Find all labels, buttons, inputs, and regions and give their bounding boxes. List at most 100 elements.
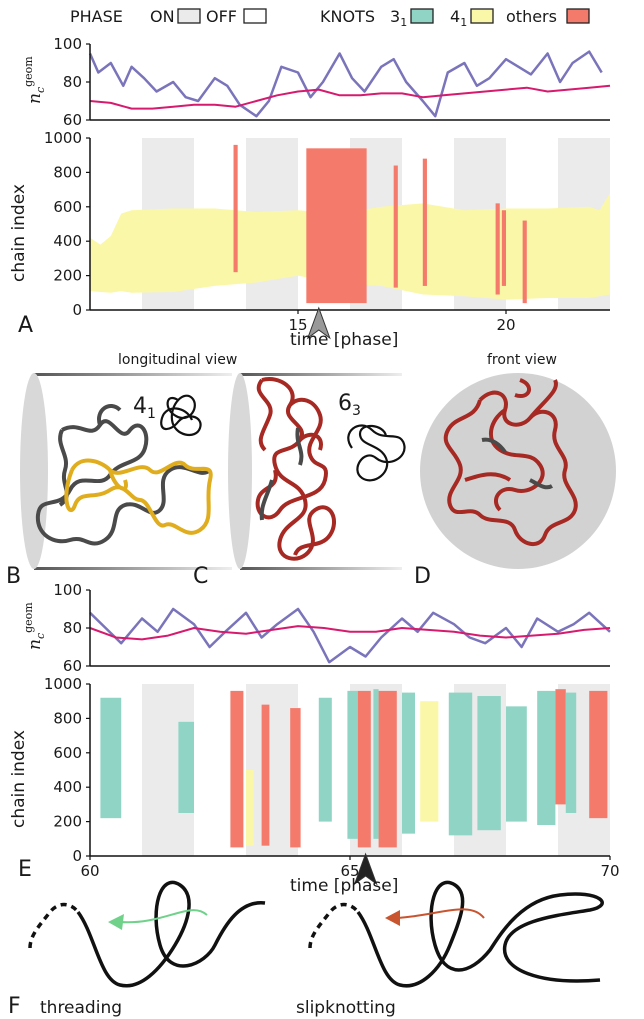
legend-31-label: 31 xyxy=(390,7,407,29)
mechanism-threading: F threading xyxy=(8,880,266,1019)
structure-views: longitudinal view front view 41 B 63 C D xyxy=(6,352,616,589)
cylinder-c-top-edge xyxy=(240,373,402,376)
front-view-label: front view xyxy=(487,352,557,368)
knot-segment-other-4 xyxy=(261,704,270,846)
x-tick-label-15: 15 xyxy=(288,316,307,334)
y-tick-label-800: 800 xyxy=(53,163,82,181)
y-tick-label-600: 600 xyxy=(53,744,82,762)
time-marker-arrow xyxy=(353,852,378,886)
panel-label-a: A xyxy=(18,313,33,338)
y-tick-label-400: 400 xyxy=(53,232,82,250)
chain-d-backbone xyxy=(481,437,553,490)
knot-segment-other-5 xyxy=(501,210,506,286)
time-marker-arrow xyxy=(306,306,331,340)
legend-on-swatch xyxy=(177,8,201,24)
y-tick-label-100: 100 xyxy=(53,581,82,599)
longitudinal-view-label: longitudinal view xyxy=(118,352,237,368)
chain-b-backbone xyxy=(35,404,212,546)
threading-chain xyxy=(76,880,266,988)
y-tick-label-0: 0 xyxy=(72,847,82,865)
x-tick-label-20: 20 xyxy=(496,316,515,334)
knot-segment-other-8 xyxy=(357,690,371,848)
mechanism-slipknotting: slipknotting xyxy=(296,880,604,1018)
legend-31-swatch xyxy=(410,8,434,24)
knot-segment-k31-11 xyxy=(402,692,415,834)
knot-41-diagram xyxy=(160,394,202,437)
slipknot-chain xyxy=(356,880,604,988)
chain-ylabel: chain index xyxy=(9,730,29,828)
knot-63-label: 63 xyxy=(338,391,361,419)
knot-segment-other-6 xyxy=(522,220,527,304)
chain-bottom-chart: 1000 800 600 400 200 060 65 70 chain index xyxy=(9,675,620,886)
knot-segment-k31-1 xyxy=(178,721,194,813)
knot-segment-k31-13 xyxy=(448,692,473,836)
knot-segment-other-2 xyxy=(230,690,244,848)
knot-segment-other-3 xyxy=(422,158,427,286)
y-tick-label-60: 60 xyxy=(63,657,82,675)
cylinder-b-end xyxy=(20,373,48,569)
knot-segment-k31-15 xyxy=(506,706,527,822)
phase-on-band-1 xyxy=(246,684,298,856)
slipknot-arrow xyxy=(397,908,485,919)
legend-on-label: ON xyxy=(150,7,175,26)
knot-41-label: 41 xyxy=(133,394,156,422)
series-trace xyxy=(88,50,603,118)
y-tick-label-1000: 1000 xyxy=(44,129,82,147)
cylinder-b-bottom-edge xyxy=(34,567,232,570)
knot-segment-k31-18 xyxy=(565,692,577,813)
panel-label-b: B xyxy=(6,564,21,589)
legend-off-label: OFF xyxy=(206,7,237,26)
knot-segment-other-2 xyxy=(393,165,398,288)
y-tick-label-200: 200 xyxy=(53,813,82,831)
x-tick-label-60: 60 xyxy=(80,862,99,880)
threading-label: threading xyxy=(40,998,122,1018)
nc-ylabel: ncgeom xyxy=(22,602,47,650)
knot-segment-other-17 xyxy=(555,689,566,805)
cylinder-c xyxy=(228,373,402,570)
y-tick-label-800: 800 xyxy=(53,709,82,727)
y-tick-label-80: 80 xyxy=(63,73,82,91)
knot-segment-k41-12 xyxy=(420,701,439,822)
cylinder-c-bottom-edge xyxy=(240,567,402,570)
slipknotting-label: slipknotting xyxy=(296,998,396,1018)
knot-segment-other-1 xyxy=(306,148,367,304)
x-tick-label-70: 70 xyxy=(600,862,619,880)
knot-segment-k41-3 xyxy=(246,770,254,846)
legend-others-label: others xyxy=(506,7,557,26)
panel-label-d: D xyxy=(414,564,431,589)
x-tick-label-65: 65 xyxy=(340,862,359,880)
legend-knots-label: KNOTS xyxy=(320,7,375,26)
legend-others-swatch xyxy=(566,8,590,24)
knot-segment-k31-0 xyxy=(100,697,122,819)
chain-ylabel: chain index xyxy=(9,184,29,282)
chain-b-knot-41 xyxy=(64,458,213,535)
chain-c-backbone xyxy=(259,427,304,521)
cylinder-b-top-edge xyxy=(34,373,232,376)
xlabel-bottom: time [phase] xyxy=(290,876,398,896)
chain-top-chart: 1000 800 600 400 200 0 15 20 chain index xyxy=(9,129,610,340)
y-tick-label-1000: 1000 xyxy=(44,675,82,693)
y-tick-label-0: 0 xyxy=(72,301,82,319)
threading-arrow xyxy=(119,909,208,924)
series-trace xyxy=(89,607,611,664)
knot-segment-other-5 xyxy=(290,708,301,848)
panel-label-e: E xyxy=(18,857,32,882)
knot-segment-k31-9 xyxy=(373,689,379,839)
cylinder-b xyxy=(20,373,232,570)
knot-segment-other-4 xyxy=(495,203,500,295)
legend-phase-label: PHASE xyxy=(70,7,123,26)
legend-41-swatch xyxy=(470,8,494,24)
y-tick-label-60: 60 xyxy=(63,111,82,129)
knot-segment-k31-16 xyxy=(537,690,556,826)
knot-segment-k31-7 xyxy=(347,690,358,839)
xlabel-top: time [phase] xyxy=(290,330,398,350)
y-tick-label-80: 80 xyxy=(63,619,82,637)
chain-c-knot-63 xyxy=(255,377,336,561)
y-tick-label-200: 200 xyxy=(53,267,82,285)
knot-segment-other-19 xyxy=(589,690,608,819)
chain-d-knot xyxy=(443,378,578,546)
panel-label-f: F xyxy=(8,994,21,1019)
nc-bottom-chart: 100 80 60 ncgeom xyxy=(22,581,611,675)
threading-arrowhead xyxy=(108,914,124,930)
